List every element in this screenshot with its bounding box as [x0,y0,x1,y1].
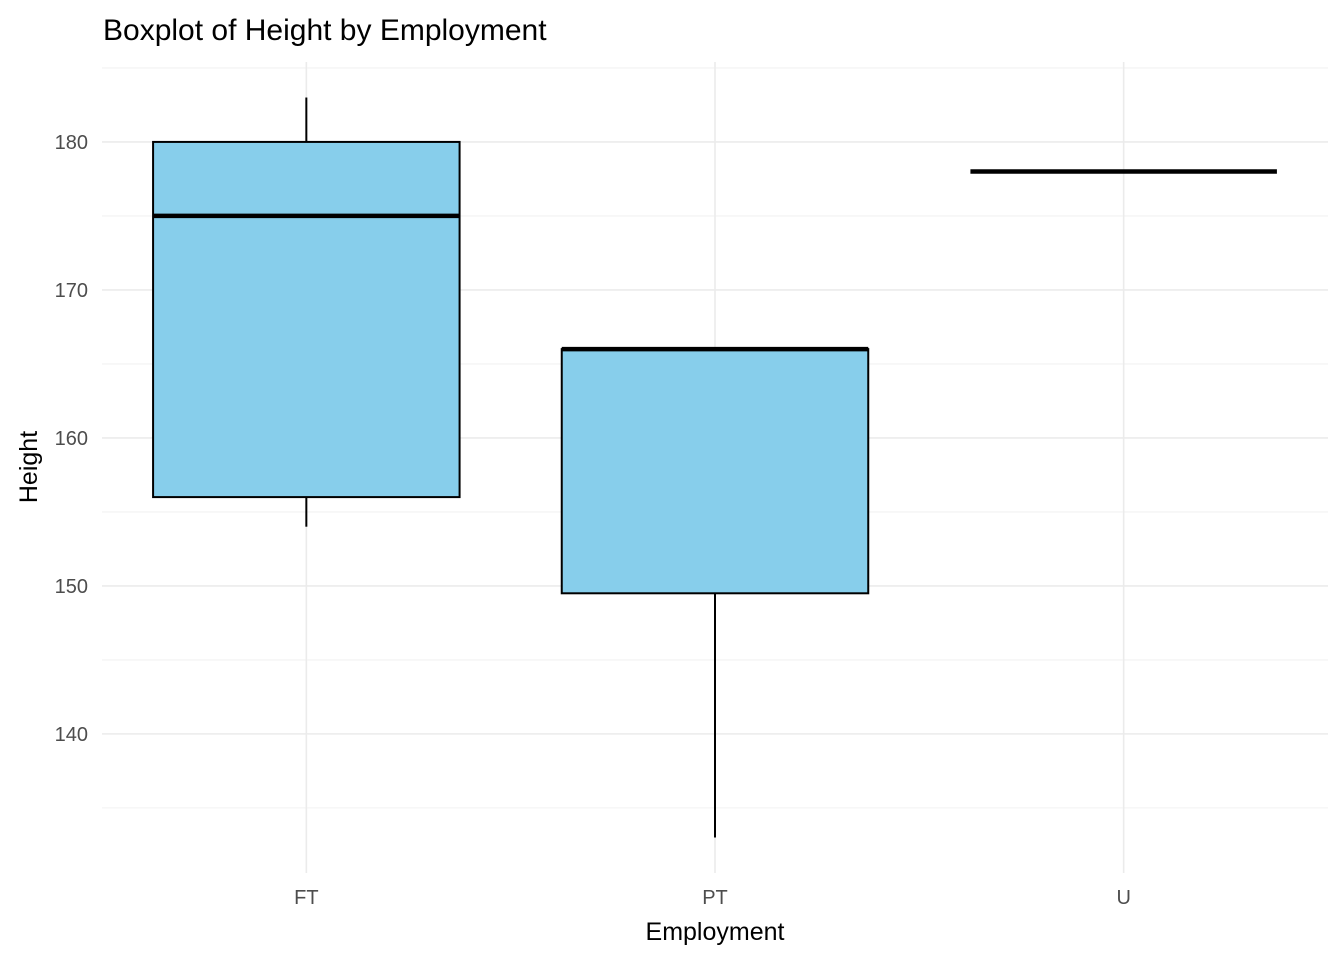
y-tick-label: 160 [55,428,88,450]
y-tick-label: 140 [55,724,88,746]
y-tick-label: 150 [55,576,88,598]
x-tick-label: U [1116,887,1130,909]
y-tick-label: 180 [55,132,88,154]
x-tick-label: PT [702,887,728,909]
label-layer: 140 150 160 170 180 FT PT U [55,132,1131,909]
x-tick-label: FT [294,887,318,909]
box-FT [152,97,461,527]
y-tick-label: 170 [55,280,88,302]
y-axis-title: Height [15,431,43,503]
box-PT [560,346,870,838]
box-layer [152,97,1277,838]
box-body [152,140,461,499]
box-body [560,348,870,595]
x-axis-title: Employment [646,918,785,946]
chart-title: Boxplot of Height by Employment [103,14,547,47]
